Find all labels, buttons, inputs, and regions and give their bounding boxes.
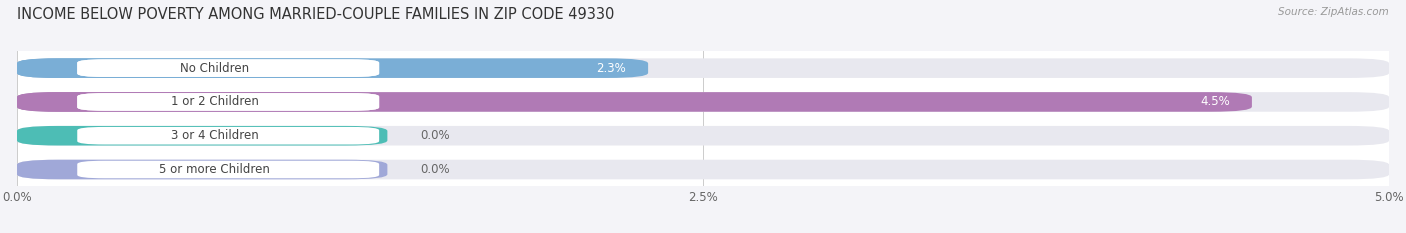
FancyBboxPatch shape <box>17 160 1389 179</box>
FancyBboxPatch shape <box>17 160 388 179</box>
Text: No Children: No Children <box>180 62 249 75</box>
Text: 2.3%: 2.3% <box>596 62 626 75</box>
Text: 0.0%: 0.0% <box>420 163 450 176</box>
FancyBboxPatch shape <box>77 59 380 77</box>
Text: 0.0%: 0.0% <box>420 129 450 142</box>
FancyBboxPatch shape <box>17 126 1389 146</box>
Text: 1 or 2 Children: 1 or 2 Children <box>170 96 259 108</box>
FancyBboxPatch shape <box>17 58 648 78</box>
Text: 5 or more Children: 5 or more Children <box>159 163 270 176</box>
Text: 4.5%: 4.5% <box>1201 96 1230 108</box>
FancyBboxPatch shape <box>17 92 1389 112</box>
FancyBboxPatch shape <box>77 161 380 178</box>
FancyBboxPatch shape <box>17 92 388 112</box>
Text: 3 or 4 Children: 3 or 4 Children <box>170 129 259 142</box>
FancyBboxPatch shape <box>77 127 380 144</box>
Text: INCOME BELOW POVERTY AMONG MARRIED-COUPLE FAMILIES IN ZIP CODE 49330: INCOME BELOW POVERTY AMONG MARRIED-COUPL… <box>17 7 614 22</box>
FancyBboxPatch shape <box>17 58 388 78</box>
Text: Source: ZipAtlas.com: Source: ZipAtlas.com <box>1278 7 1389 17</box>
FancyBboxPatch shape <box>17 92 1251 112</box>
FancyBboxPatch shape <box>77 59 380 77</box>
FancyBboxPatch shape <box>17 58 1389 78</box>
FancyBboxPatch shape <box>77 93 380 111</box>
FancyBboxPatch shape <box>77 93 380 111</box>
FancyBboxPatch shape <box>17 126 388 146</box>
